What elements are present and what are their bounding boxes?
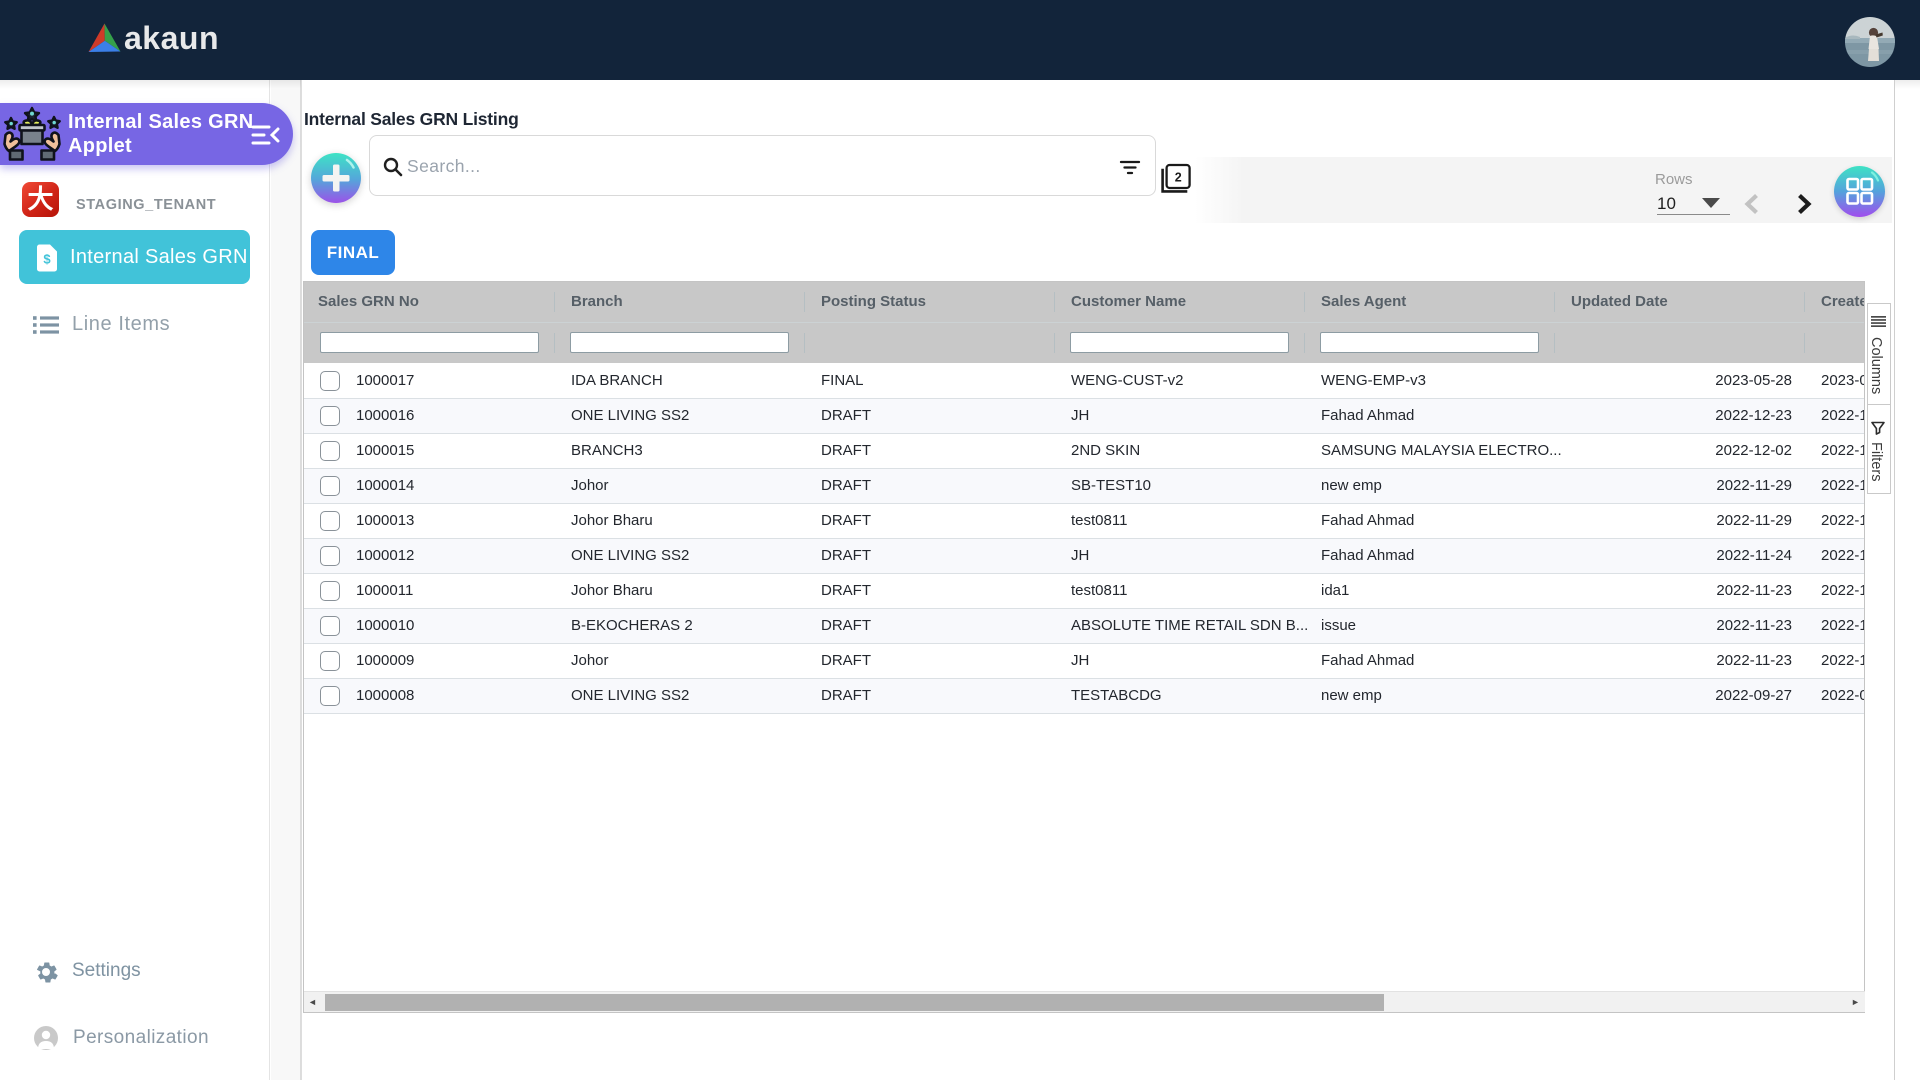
svg-text:$: $ bbox=[43, 252, 51, 267]
svg-text:2: 2 bbox=[1175, 170, 1182, 184]
